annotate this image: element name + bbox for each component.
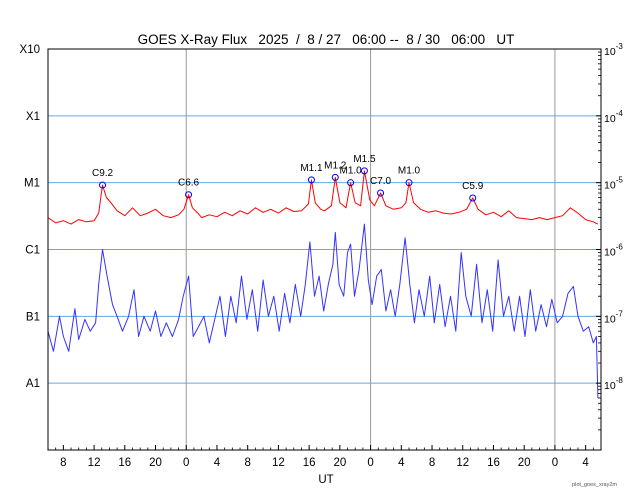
right-tick-label: 10-5 — [604, 176, 623, 192]
class-label: C1 — [25, 245, 40, 257]
class-label: X1 — [26, 111, 40, 123]
x-tick-label: 0 — [367, 457, 373, 469]
x-tick-label: 12 — [456, 457, 469, 469]
x-tick-label: 4 — [582, 457, 589, 469]
x-tick-label: 12 — [272, 457, 285, 469]
x-axis-label: UT — [318, 474, 333, 486]
chart-title: GOES X-Ray Flux 2025 / 8 / 27 06:00 -- 8… — [138, 32, 515, 47]
flare-label: M1.5 — [353, 154, 376, 165]
x-tick-label: 16 — [303, 457, 316, 469]
flare-label: C9.2 — [92, 168, 114, 179]
x-tick-label: 8 — [244, 457, 250, 469]
x-tick-label: 16 — [118, 457, 131, 469]
x-tick-label: 20 — [149, 457, 162, 469]
x-tick-label: 20 — [518, 457, 531, 469]
x-tick-label: 12 — [88, 457, 101, 469]
x-tick-label: 4 — [214, 457, 221, 469]
class-label: X10 — [20, 44, 40, 56]
x-tick-label: 0 — [183, 457, 189, 469]
flare-marker — [405, 179, 413, 187]
right-tick-label: 10-6 — [604, 243, 623, 259]
flare-marker — [331, 173, 339, 181]
x-tick-label: 8 — [60, 457, 66, 469]
right-tick-label: 10-4 — [604, 109, 623, 125]
flare-marker — [469, 194, 477, 202]
long-channel-line — [47, 170, 599, 225]
flare-label: M1.0 — [398, 166, 421, 177]
x-tick-label: 8 — [429, 457, 435, 469]
axes: X10 X1 M1 C1 B1 A1 10-3 10-4 10-5 10-6 10-7 10-8 8 12… — [20, 42, 624, 469]
flare-label: M1.1 — [300, 163, 323, 174]
plot-credit: plot_goes_xray2m — [572, 482, 617, 488]
x-tick-label: 0 — [552, 457, 558, 469]
class-label: A1 — [26, 378, 40, 390]
flare-marker — [347, 179, 355, 187]
right-tick-label: 10-7 — [604, 309, 623, 325]
x-tick-label: 4 — [398, 457, 405, 469]
x-tick-label: 20 — [333, 457, 346, 469]
class-label: M1 — [24, 178, 40, 190]
flare-marker — [307, 176, 315, 184]
flare-marker — [99, 181, 107, 189]
flux-series — [47, 170, 599, 399]
flare-label: M1.0 — [339, 166, 362, 177]
flare-markers: C9.2C6.6M1.1 M1.2M1.0M1.5C7.0M1.0C5.9 — [92, 154, 484, 202]
flare-label: C5.9 — [462, 181, 484, 192]
flare-marker — [377, 189, 385, 197]
right-tick-label: 10-8 — [604, 376, 623, 392]
plot-grid — [48, 49, 601, 450]
flare-label: C7.0 — [370, 176, 392, 187]
flare-marker — [185, 191, 193, 199]
flare-label: M1.2 — [324, 160, 347, 171]
x-tick-label: 16 — [487, 457, 500, 469]
short-channel-line — [47, 223, 599, 399]
class-label: B1 — [26, 311, 40, 323]
flare-marker — [360, 167, 368, 175]
right-tick-label: 10-3 — [604, 42, 623, 58]
flare-label: C6.6 — [178, 178, 200, 189]
